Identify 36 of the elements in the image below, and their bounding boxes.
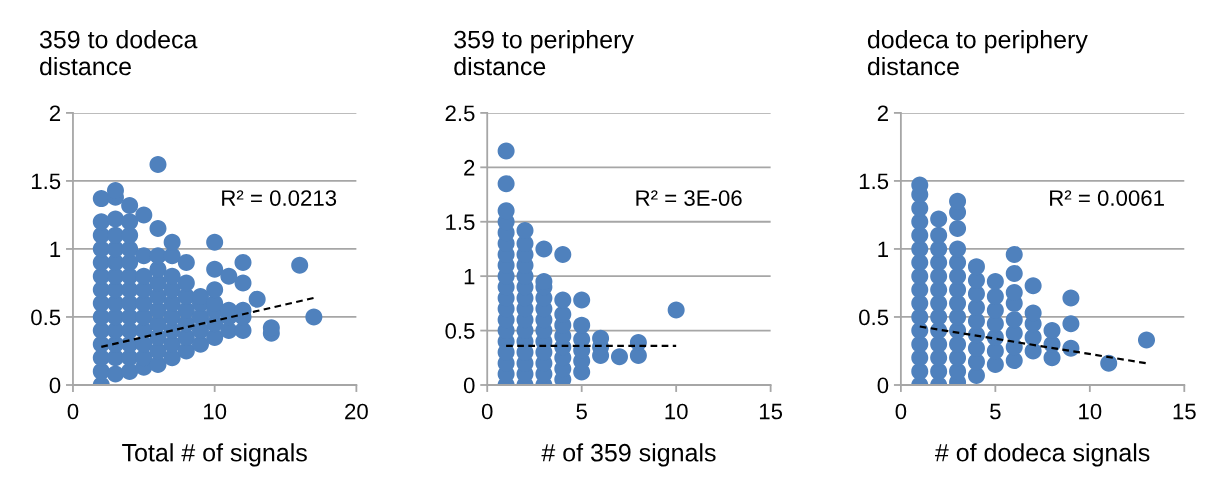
y-tick-label: 0 (49, 377, 61, 394)
x-axis-title: # of dodeca signals (934, 443, 1150, 467)
x-tick-label: 0 (481, 403, 493, 420)
x-tick-label: 10 (204, 403, 227, 420)
y-tick-label: 0.5 (445, 323, 475, 339)
annotation: R² = 0.0061 (1050, 190, 1164, 206)
y-tick-label: 0 (463, 377, 475, 394)
y-tick-label: 2.5 (445, 105, 475, 122)
x-tick-label: 0 (67, 403, 79, 420)
annotation: R² = 0.0213 (222, 190, 337, 206)
x-tick-label: 5 (576, 403, 587, 420)
y-tick-label: 2 (49, 105, 61, 121)
chart-title: dodeca to periphery distance (867, 30, 1088, 76)
y-tick-label: 2 (464, 159, 475, 176)
y-tick-label: 1 (50, 241, 61, 257)
x-tick-label: 15 (759, 403, 783, 420)
y-tick-label: 1.5 (31, 173, 61, 190)
y-tick-label: 1.5 (859, 173, 889, 190)
x-tick-label: 5 (990, 403, 1001, 420)
x-tick-label: 10 (1079, 403, 1102, 420)
x-tick-label: 0 (895, 403, 907, 420)
x-axis-title: # of 359 signals (541, 443, 716, 467)
chart-title: 359 to dodeca distance (39, 30, 198, 76)
annotation: R² = 3E-06 (636, 190, 742, 206)
y-tick-label: 0.5 (31, 309, 61, 326)
y-tick-label: 1 (464, 268, 475, 285)
y-tick-label: 1.5 (446, 214, 475, 231)
y-tick-label: 0.5 (859, 309, 889, 326)
y-tick-label: 1 (878, 241, 888, 257)
x-tick-label: 15 (1173, 403, 1196, 420)
x-tick-label: 20 (345, 403, 368, 420)
y-tick-label: 2 (877, 105, 888, 121)
x-axis-title: Total # of signals (122, 443, 307, 467)
y-tick-label: 0 (877, 377, 889, 394)
x-tick-label: 10 (665, 403, 688, 420)
chart-title: 359 to periphery distance (454, 30, 634, 76)
